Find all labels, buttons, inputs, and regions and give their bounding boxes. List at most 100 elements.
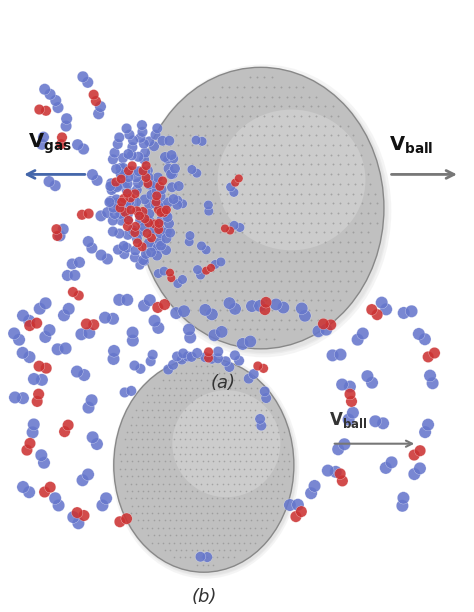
Ellipse shape bbox=[138, 207, 147, 216]
Point bbox=[307, 102, 314, 111]
Point bbox=[186, 508, 194, 518]
Point bbox=[123, 486, 131, 496]
Point bbox=[166, 515, 174, 525]
Ellipse shape bbox=[130, 245, 141, 256]
Ellipse shape bbox=[186, 352, 197, 362]
Point bbox=[208, 523, 216, 532]
Ellipse shape bbox=[108, 154, 118, 165]
Point bbox=[204, 501, 212, 510]
Point bbox=[188, 368, 195, 378]
Ellipse shape bbox=[130, 189, 140, 198]
Point bbox=[165, 464, 173, 474]
Point bbox=[213, 479, 221, 488]
Ellipse shape bbox=[162, 226, 172, 237]
Point bbox=[263, 218, 270, 228]
Point bbox=[264, 412, 271, 422]
Point bbox=[246, 523, 254, 532]
Ellipse shape bbox=[206, 308, 218, 321]
Point bbox=[139, 457, 147, 466]
Ellipse shape bbox=[144, 215, 155, 226]
Point bbox=[211, 179, 219, 188]
Point bbox=[209, 111, 217, 121]
Point bbox=[215, 501, 222, 510]
Point bbox=[300, 256, 307, 266]
Point bbox=[166, 140, 174, 150]
Point bbox=[122, 493, 129, 503]
Point bbox=[194, 130, 201, 140]
Point bbox=[253, 188, 261, 198]
Point bbox=[233, 296, 240, 305]
Point bbox=[218, 256, 226, 266]
Ellipse shape bbox=[137, 127, 148, 137]
Point bbox=[366, 198, 374, 208]
Point bbox=[179, 150, 187, 160]
Point bbox=[248, 218, 255, 228]
Point bbox=[253, 208, 261, 218]
Point bbox=[255, 256, 263, 266]
Ellipse shape bbox=[344, 381, 356, 393]
Ellipse shape bbox=[27, 418, 40, 431]
Ellipse shape bbox=[372, 309, 383, 320]
Ellipse shape bbox=[408, 468, 420, 480]
Point bbox=[342, 150, 349, 160]
Point bbox=[134, 486, 141, 496]
Point bbox=[150, 188, 157, 198]
Point bbox=[138, 508, 146, 518]
Point bbox=[263, 334, 270, 344]
Point bbox=[255, 334, 263, 344]
Point bbox=[251, 390, 259, 400]
Ellipse shape bbox=[213, 353, 223, 364]
Ellipse shape bbox=[59, 426, 70, 438]
Ellipse shape bbox=[199, 304, 211, 316]
Point bbox=[143, 390, 151, 400]
Point bbox=[172, 471, 179, 481]
Point bbox=[278, 449, 286, 459]
Point bbox=[235, 493, 243, 503]
Ellipse shape bbox=[86, 431, 99, 444]
Point bbox=[246, 324, 254, 334]
Point bbox=[172, 170, 180, 179]
Point bbox=[255, 179, 263, 188]
Point bbox=[322, 102, 329, 111]
Ellipse shape bbox=[197, 136, 207, 146]
Point bbox=[226, 179, 233, 188]
Point bbox=[149, 405, 156, 415]
Point bbox=[253, 427, 260, 437]
Point bbox=[154, 449, 162, 459]
Ellipse shape bbox=[164, 218, 174, 229]
Point bbox=[337, 256, 344, 266]
Point bbox=[199, 501, 206, 510]
Point bbox=[312, 305, 320, 315]
Point bbox=[176, 464, 183, 474]
Point bbox=[274, 501, 282, 510]
Point bbox=[182, 515, 190, 525]
Ellipse shape bbox=[114, 180, 125, 190]
Point bbox=[182, 412, 190, 422]
Ellipse shape bbox=[136, 167, 146, 177]
Point bbox=[219, 435, 227, 444]
Point bbox=[138, 493, 146, 503]
Point bbox=[132, 435, 140, 444]
Point bbox=[305, 305, 312, 315]
Point bbox=[305, 130, 312, 140]
Point bbox=[132, 405, 140, 415]
Point bbox=[166, 471, 174, 481]
Point bbox=[208, 375, 216, 385]
Point bbox=[138, 420, 146, 430]
Point bbox=[218, 179, 226, 188]
Point bbox=[172, 515, 179, 525]
Ellipse shape bbox=[123, 149, 134, 159]
Point bbox=[267, 405, 275, 415]
Point bbox=[268, 150, 275, 160]
Point bbox=[196, 218, 203, 228]
Point bbox=[150, 208, 157, 218]
Point bbox=[199, 545, 206, 555]
Point bbox=[204, 531, 212, 540]
Point bbox=[230, 493, 237, 503]
Ellipse shape bbox=[320, 324, 332, 336]
Ellipse shape bbox=[167, 182, 177, 192]
Ellipse shape bbox=[366, 376, 378, 389]
Point bbox=[208, 360, 216, 370]
Point bbox=[226, 256, 233, 266]
Point bbox=[179, 247, 187, 256]
